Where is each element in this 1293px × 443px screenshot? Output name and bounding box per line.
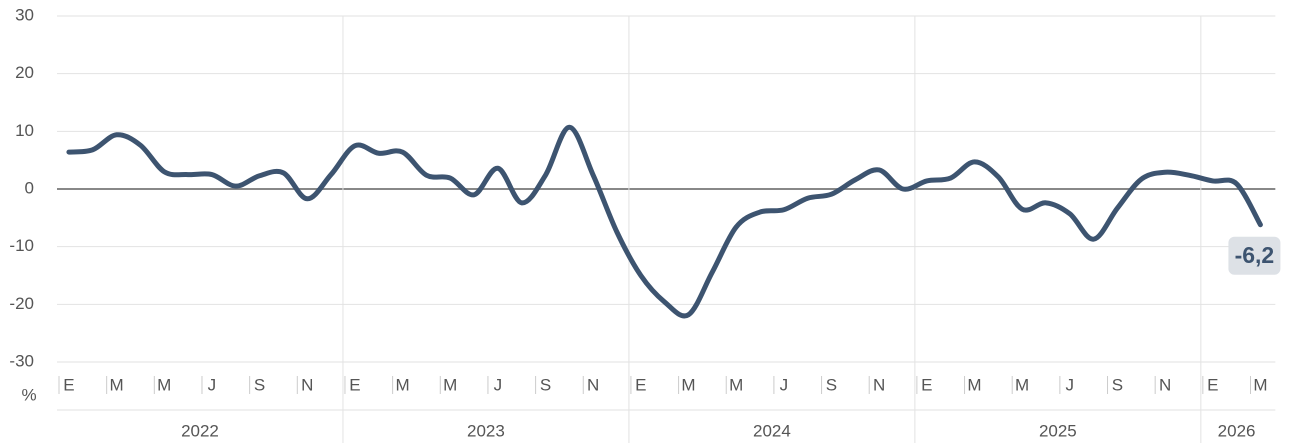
year-label: 2022 (181, 421, 219, 440)
x-tick-label: E (63, 375, 74, 394)
x-tick-label: N (301, 375, 313, 394)
year-label: 2026 (1218, 421, 1256, 440)
year-label: 2025 (1039, 421, 1077, 440)
x-tick-label: M (157, 375, 171, 394)
y-tick-label: -10 (9, 236, 34, 255)
x-tick-label: M (1015, 375, 1029, 394)
x-tick-label: J (494, 375, 503, 394)
x-tick-label: S (540, 375, 551, 394)
y-tick-label: 30 (15, 5, 34, 24)
y-tick-label: 10 (15, 121, 34, 140)
x-tick-label: E (349, 375, 360, 394)
x-tick-label: E (1207, 375, 1218, 394)
value-label: -6,2 (1235, 242, 1275, 268)
y-unit: % (21, 385, 36, 404)
y-tick-label: -20 (9, 294, 34, 313)
x-tick-label: J (780, 375, 789, 394)
x-tick-label: S (1112, 375, 1123, 394)
x-tick-label: M (1253, 375, 1267, 394)
x-tick-label: M (681, 375, 695, 394)
y-tick-label: -30 (9, 351, 34, 370)
x-tick-label: M (443, 375, 457, 394)
x-tick-label: E (635, 375, 646, 394)
x-tick-label: S (826, 375, 837, 394)
x-tick-label: M (109, 375, 123, 394)
x-tick-label: N (1159, 375, 1171, 394)
x-tick-label: N (873, 375, 885, 394)
x-tick-label: M (967, 375, 981, 394)
year-label: 2023 (467, 421, 505, 440)
x-tick-label: E (921, 375, 932, 394)
y-tick-label: 20 (15, 63, 34, 82)
x-tick-label: M (729, 375, 743, 394)
line-series (66, 124, 1263, 319)
x-tick-label: S (254, 375, 265, 394)
x-tick-label: M (395, 375, 409, 394)
y-tick-label: 0 (25, 178, 34, 197)
x-tick-label: J (1066, 375, 1075, 394)
x-tick-label: J (208, 375, 217, 394)
x-tick-label: N (587, 375, 599, 394)
value-label-box (1228, 236, 1281, 275)
year-label: 2024 (753, 421, 791, 440)
